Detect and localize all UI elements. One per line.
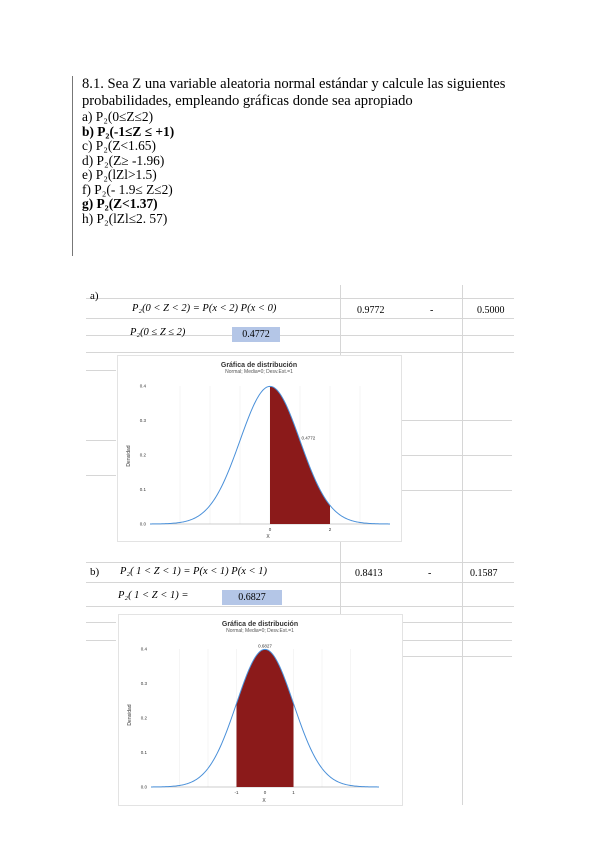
y-tick-label: 0.0 xyxy=(140,522,147,527)
problem-title-line1: 8.1. Sea Z una variable aleatoria normal… xyxy=(82,76,506,92)
y-tick-label: 0.4 xyxy=(141,647,148,652)
section-a-operator: - xyxy=(430,305,434,316)
y-tick-label: 0.1 xyxy=(141,750,148,755)
y-tick-label: 0.3 xyxy=(140,418,147,423)
x-tick-label: 0 xyxy=(264,790,267,795)
section-b-value2: 0.1587 xyxy=(470,568,498,579)
shaded-area xyxy=(270,386,330,524)
grid-hline xyxy=(86,562,514,563)
problem-item-e: e) P₂(lZl>1.5) xyxy=(82,167,157,182)
section-b-formula: P₂( 1 < Z < 1) = P(x < 1) P(x < 1) xyxy=(120,566,267,577)
section-a-value2: 0.5000 xyxy=(477,305,505,316)
chart-b-subtitle: Normal; Media=0; Desv.Est.=1 xyxy=(226,628,294,634)
grid-hline xyxy=(400,622,512,623)
section-a-value1: 0.9772 xyxy=(357,305,385,316)
grid-hline xyxy=(86,370,116,371)
chart-b-svg: Gráfica de distribución Normal; Media=0;… xyxy=(127,621,380,804)
problem-item-h: h) P₂(lZl≤2. 57) xyxy=(82,210,168,226)
y-tick-label: 0.0 xyxy=(141,785,148,790)
x-tick-label: -1 xyxy=(234,790,238,795)
section-a-formula: P₂(0 < Z < 2) = P(x < 2) P(x < 0) xyxy=(132,303,277,314)
x-tick-label: 2 xyxy=(329,527,332,532)
y-tick-label: 0.4 xyxy=(140,384,147,389)
chart-b: Gráfica de distribución Normal; Media=0;… xyxy=(118,614,403,806)
chart-a-ylabel: Densidad xyxy=(126,445,132,466)
section-a-label: a) xyxy=(90,290,99,302)
problem-item-g: g) P₂(Z<1.37) xyxy=(82,196,158,211)
problem-item-b: b) P₂(-1≤Z ≤ +1) xyxy=(82,123,175,139)
x-tick-label: 0 xyxy=(269,527,272,532)
grid-hline xyxy=(86,335,514,336)
problem-item-f: f) P₂(- 1.9≤ Z≤2) xyxy=(82,181,173,197)
grid-hline xyxy=(86,582,514,583)
shaded-area xyxy=(236,649,294,787)
chart-a-plot-area: 0.4 0.3 0.2 0.1 0.0 0 2 0.4772 xyxy=(140,384,391,532)
grid-hline xyxy=(400,640,512,641)
section-a-result-value: 0.4772 xyxy=(232,327,280,342)
chart-a-xlabel: X xyxy=(266,534,270,540)
chart-b-plot-area: 0.4 0.3 0.2 0.1 0.0 -1 0 1 0.6827 xyxy=(141,643,380,795)
chart-a-title: Gráfica de distribución xyxy=(221,362,297,369)
grid-hline xyxy=(400,455,512,456)
chart-a-svg: Gráfica de distribución Normal; Media=0;… xyxy=(126,362,391,540)
grid-hline xyxy=(86,352,514,353)
y-tick-label: 0.2 xyxy=(141,716,148,721)
section-b-result-label: P₂( 1 < Z < 1) = xyxy=(118,590,189,601)
shaded-probability-label: 0.4772 xyxy=(302,435,316,440)
section-b-value1: 0.8413 xyxy=(355,568,383,579)
y-tick-label: 0.1 xyxy=(140,487,147,492)
problem-item-a: a) P₂(0≤Z≤2) xyxy=(82,109,154,124)
grid-hline xyxy=(400,490,512,491)
problem-statement: 8.1. Sea Z una variable aleatoria normal… xyxy=(72,76,542,256)
chart-b-xlabel: X xyxy=(262,798,266,804)
chart-b-ylabel: Densidad xyxy=(127,704,133,725)
grid-hline xyxy=(86,318,514,319)
grid-hline xyxy=(86,298,514,299)
grid-hline xyxy=(400,420,512,421)
section-a-result-label: P₂(0 ≤ Z ≤ 2) xyxy=(130,327,186,338)
section-b-label: b) xyxy=(90,566,100,578)
grid-hline xyxy=(86,606,514,607)
y-tick-label: 0.3 xyxy=(141,681,148,686)
problem-item-c: c) P₂(Z<1.65) xyxy=(82,138,156,153)
section-b-operator: - xyxy=(428,568,432,579)
grid-hline xyxy=(400,656,512,657)
chart-a: Gráfica de distribución Normal; Media=0;… xyxy=(117,355,402,542)
density-curve xyxy=(149,385,391,525)
grid-vline xyxy=(462,555,463,805)
shaded-probability-label: 0.6827 xyxy=(258,643,272,648)
x-tick-label: 1 xyxy=(292,790,295,795)
density-curve xyxy=(150,648,380,788)
chart-a-subtitle: Normal; Media=0; Desv.Est.=1 xyxy=(225,369,293,375)
y-tick-label: 0.2 xyxy=(140,453,147,458)
grid-hline xyxy=(86,640,116,641)
grid-hline xyxy=(86,622,116,623)
grid-hline xyxy=(86,440,116,441)
chart-b-title: Gráfica de distribución xyxy=(222,621,298,628)
section-b-result-value: 0.6827 xyxy=(222,590,282,605)
problem-item-d: d) P₂(Z≥ -1.96) xyxy=(82,152,165,168)
grid-hline xyxy=(86,475,116,476)
problem-title-line2: probabilidades, empleando gráficas donde… xyxy=(82,93,413,109)
